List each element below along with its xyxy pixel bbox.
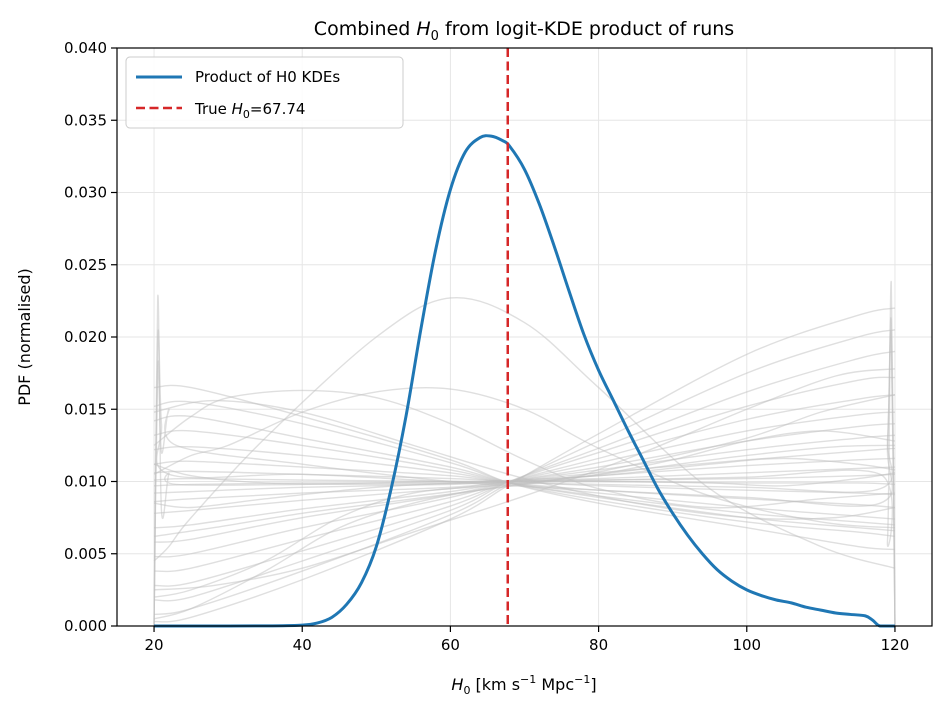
run-curve-25 xyxy=(153,457,896,509)
run-curve-31 xyxy=(153,281,896,627)
y-tick-label-0: 0.000 xyxy=(64,617,107,635)
run-curve-32 xyxy=(153,329,896,627)
run-curve-28 xyxy=(153,399,896,520)
ticks: 20 40 60 80 100 120 0.000 0.005 0.010 0.015 0.020 0… xyxy=(64,39,909,654)
y-tick-label-2: 0.010 xyxy=(64,473,107,491)
run-curve-26 xyxy=(153,463,896,487)
y-tick-label-6: 0.030 xyxy=(64,184,107,202)
legend: Product of H0 KDEs True H0=67.74 xyxy=(125,56,404,129)
legend-true-label: True H0=67.74 xyxy=(194,100,305,121)
chart-title: Combined H0 from logit-KDE product of ru… xyxy=(314,18,734,44)
y-tick-label-1: 0.005 xyxy=(64,545,107,563)
y-axis-label: PDF (normalised) xyxy=(15,268,34,406)
x-tick-label-2: 60 xyxy=(441,636,460,654)
run-curve-22 xyxy=(153,389,896,509)
y-tick-label-7: 0.035 xyxy=(64,111,107,129)
x-tick-label-1: 40 xyxy=(293,636,312,654)
y-tick-label-3: 0.015 xyxy=(64,400,107,418)
run-curve-20 xyxy=(153,296,896,569)
run-curve-24 xyxy=(153,430,896,598)
y-tick-label-5: 0.025 xyxy=(64,256,107,274)
x-axis-label: H0 [km s−1 Mpc−1] xyxy=(451,673,596,697)
legend-box xyxy=(125,56,404,129)
x-tick-label-5: 120 xyxy=(881,636,910,654)
y-tick-label-8: 0.040 xyxy=(64,39,107,57)
run-curve-27 xyxy=(153,368,896,591)
product-curve xyxy=(154,134,895,628)
y-tick-label-4: 0.020 xyxy=(64,328,107,346)
run-curves xyxy=(153,281,896,627)
x-tick-label-3: 80 xyxy=(589,636,608,654)
legend-product-label: Product of H0 KDEs xyxy=(195,68,340,86)
run-curve-21 xyxy=(153,386,896,529)
run-curve-29 xyxy=(153,444,895,538)
x-tick-label-0: 20 xyxy=(144,636,163,654)
x-tick-label-4: 100 xyxy=(732,636,761,654)
